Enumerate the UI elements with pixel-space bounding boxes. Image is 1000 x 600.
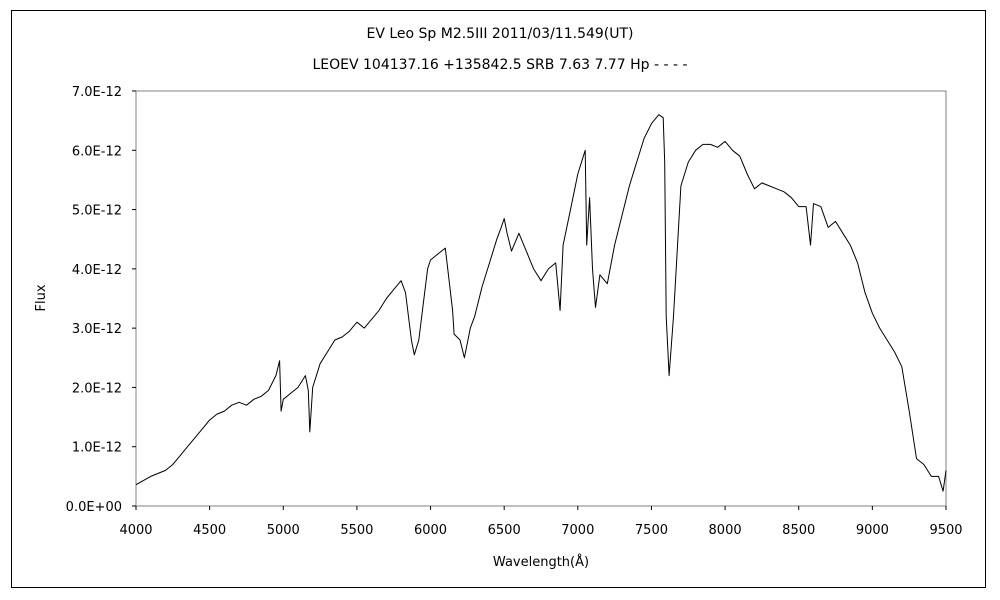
chart-subtitle: LEOEV 104137.16 +135842.5 SRB 7.63 7.77 …: [312, 57, 688, 73]
x-tick-label: 6500: [488, 523, 521, 538]
chart-frame: [11, 10, 986, 588]
x-tick-label: 7000: [561, 523, 594, 538]
y-tick-label: 4.0E-12: [72, 263, 122, 278]
plot-area: [135, 90, 947, 507]
x-tick-label: 4000: [119, 523, 152, 538]
x-tick-label: 4500: [193, 523, 226, 538]
y-tick-label: 5.0E-12: [72, 204, 122, 219]
chart-title: EV Leo Sp M2.5III 2011/03/11.549(UT): [366, 26, 634, 42]
y-tick-label: 0.0E+00: [66, 500, 122, 515]
y-axis-label: Flux: [34, 284, 49, 311]
y-tick-label: 1.0E-12: [72, 441, 122, 456]
x-axis-label: Wavelength(Å): [493, 554, 589, 570]
x-tick-label: 9500: [929, 523, 962, 538]
x-tick-label: 9000: [856, 523, 889, 538]
x-tick-label: 5500: [340, 523, 373, 538]
x-tick-label: 8000: [709, 523, 742, 538]
x-tick-label: 5000: [267, 523, 300, 538]
y-tick-label: 2.0E-12: [72, 381, 122, 396]
y-tick-label: 3.0E-12: [72, 322, 122, 337]
y-tick-label: 6.0E-12: [72, 144, 122, 159]
x-tick-label: 7500: [635, 523, 668, 538]
x-tick-label: 6000: [414, 523, 447, 538]
spectrum-line: [135, 114, 947, 492]
y-tick-label: 7.0E-12: [72, 85, 122, 100]
x-tick-label: 8500: [782, 523, 815, 538]
